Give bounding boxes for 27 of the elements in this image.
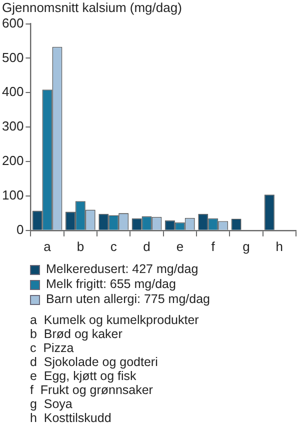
x-tick-label: h bbox=[276, 238, 284, 254]
y-tick-label: 100 bbox=[2, 188, 24, 203]
text: g Soya bbox=[30, 397, 74, 411]
x-tick-label: d bbox=[143, 238, 150, 254]
legend-label: Melk frigitt: 655 mg/dag bbox=[46, 277, 176, 292]
text: c Pizza bbox=[30, 341, 75, 355]
text: h Kosttilskudd bbox=[30, 411, 112, 425]
legend-label: Barn uten allergi: 775 mg/dag bbox=[46, 292, 210, 307]
x-tick-label: g bbox=[242, 238, 250, 254]
text: d Sjokolade og godteri bbox=[30, 355, 159, 369]
x-tick-label: a bbox=[44, 238, 52, 254]
text: e Egg, kjøtt og fisk bbox=[30, 369, 138, 383]
text: a Kumelk og kumelkprodukter bbox=[30, 313, 199, 327]
text: f Frukt og grønnsaker bbox=[30, 383, 154, 397]
x-tick-label: c bbox=[110, 238, 118, 254]
y-tick-label: 200 bbox=[2, 153, 24, 168]
legend-label: Melkeredusert: 427 mg/dag bbox=[46, 262, 198, 277]
y-tick-label: 600 bbox=[2, 15, 24, 30]
y-tick-label: 0 bbox=[16, 222, 24, 237]
y-tick-label: 300 bbox=[2, 118, 24, 134]
y-axis-title: Gjennomsnitt kalsium (mg/dag) bbox=[2, 0, 182, 15]
y-tick-label: 400 bbox=[2, 84, 24, 100]
text: b Brød og kaker bbox=[30, 327, 124, 341]
x-tick-label: f bbox=[211, 238, 216, 254]
x-tick-label: e bbox=[176, 238, 184, 254]
y-tick-label: 500 bbox=[2, 50, 24, 65]
x-tick-label: b bbox=[76, 238, 84, 254]
